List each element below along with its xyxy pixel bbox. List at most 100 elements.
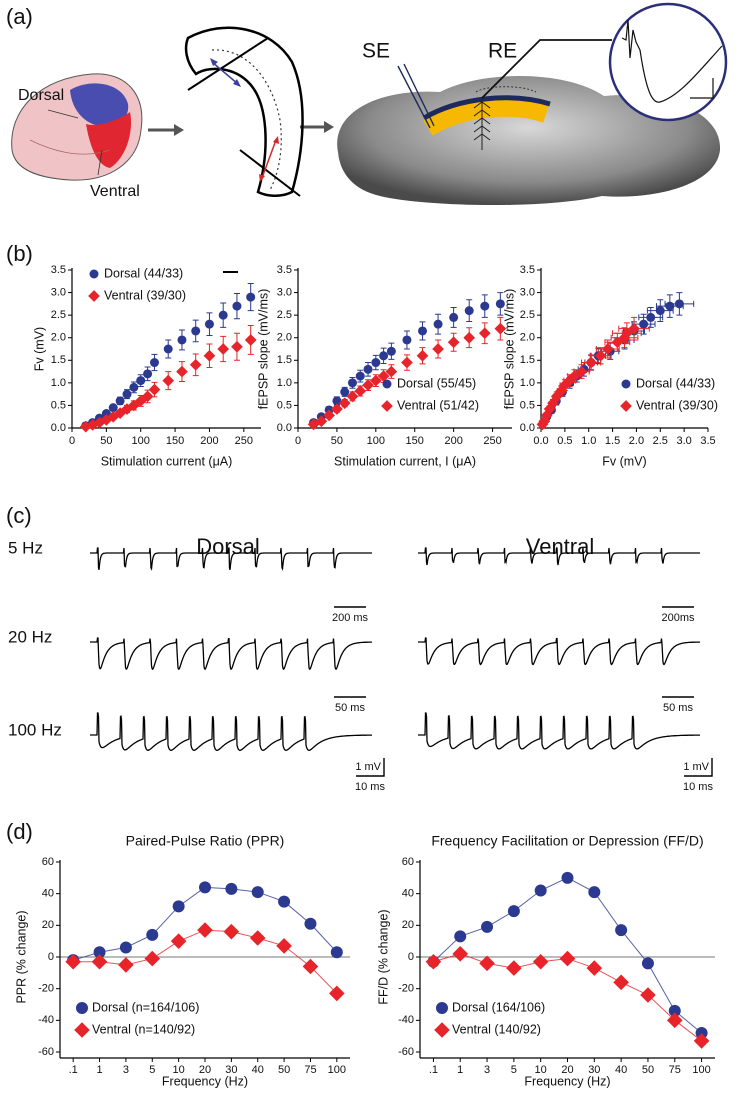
point: [568, 370, 581, 382]
point: [148, 383, 161, 396]
legend-marker: [434, 1022, 450, 1038]
x-tick-label: 3.0: [676, 435, 691, 447]
point: [621, 327, 633, 340]
y-tick-label: 2.5: [51, 309, 66, 321]
x-axis-label: Frequency (Hz): [524, 1074, 610, 1088]
x-tick-label: 3.5: [700, 435, 715, 447]
panel-label: (b): [6, 241, 33, 266]
point: [278, 895, 291, 908]
legend-marker: [89, 269, 99, 279]
point: [575, 365, 588, 378]
x-tick-label: 50: [331, 435, 343, 447]
point: [93, 946, 106, 959]
scale-label: 1 mV: [683, 761, 709, 773]
point: [246, 292, 256, 302]
point: [432, 343, 444, 355]
x-tick-label: 3: [123, 1064, 129, 1076]
trace: [418, 712, 700, 750]
legend-label: Dorsal (164/106): [452, 1000, 545, 1014]
point: [478, 327, 491, 340]
point: [363, 364, 373, 374]
y-tick-label: 0: [408, 951, 414, 963]
x-tick-label: 5: [511, 1064, 517, 1076]
point: [401, 356, 413, 369]
panel-label: (d): [6, 819, 33, 844]
y-axis-label: fEPSP slope (mV/ms): [502, 289, 516, 410]
point: [611, 336, 624, 349]
y-tick-label: 0: [48, 951, 54, 963]
point: [143, 369, 153, 379]
y-tick-label: -20: [398, 983, 414, 995]
x-tick-label: 50: [278, 1064, 290, 1076]
point: [203, 349, 216, 362]
point: [141, 390, 154, 403]
point: [189, 358, 202, 371]
point: [640, 987, 656, 1003]
x-tick-label: 0.5: [557, 435, 572, 447]
point: [641, 957, 654, 970]
point: [129, 382, 139, 392]
point: [507, 905, 520, 918]
point: [559, 950, 576, 967]
trace: [90, 712, 372, 751]
x-tick-label: 30: [588, 1064, 600, 1076]
y-tick-label: -60: [398, 1046, 414, 1058]
x-tick-label: 150: [406, 435, 424, 447]
point: [218, 310, 228, 320]
line: [73, 929, 338, 994]
point: [331, 403, 343, 415]
x-tick-label: 30: [225, 1064, 237, 1076]
y-tick-label: 2.5: [520, 309, 535, 321]
point: [144, 950, 161, 967]
point: [377, 370, 390, 382]
point: [177, 335, 187, 345]
point: [347, 378, 357, 388]
point: [543, 403, 556, 415]
point: [176, 365, 188, 378]
point: [464, 306, 474, 316]
point: [481, 920, 494, 933]
point: [115, 396, 125, 406]
y-tick-label: 60: [402, 856, 414, 868]
arrow: [148, 121, 334, 136]
legend-label: Dorsal (55/45): [397, 376, 476, 390]
point: [91, 953, 108, 970]
scale-bar: [356, 758, 385, 777]
point: [588, 886, 601, 899]
x-tick-label: 75: [669, 1064, 681, 1076]
point: [495, 299, 505, 309]
point: [555, 385, 567, 397]
y-tick-label: 1.0: [277, 377, 292, 389]
row-label: 100 Hz: [8, 720, 62, 739]
legend-marker: [382, 379, 392, 389]
point: [149, 358, 159, 368]
legend-label: Ventral (n=140/92): [92, 1022, 195, 1036]
point: [136, 376, 146, 386]
point: [170, 933, 187, 949]
x-tick-label: 75: [304, 1064, 316, 1076]
point: [433, 319, 443, 329]
point: [163, 344, 173, 354]
point: [674, 299, 684, 309]
point: [197, 922, 213, 938]
electrode-label: SE: [362, 40, 390, 63]
y-tick-label: 1.5: [51, 354, 66, 366]
y-tick-label: 0.0: [51, 422, 66, 434]
point: [665, 301, 675, 311]
point: [613, 974, 629, 991]
scale-label: 200ms: [661, 612, 695, 624]
x-tick-label: 250: [483, 435, 501, 447]
scale-label: 10 ms: [355, 781, 385, 793]
y-tick-label: 20: [42, 919, 54, 931]
point: [386, 346, 396, 356]
legend-marker: [88, 290, 100, 302]
y-axis-label: PPR (% change): [14, 910, 28, 1003]
legend-marker: [381, 400, 393, 412]
point: [601, 343, 614, 355]
electrode-label: RE: [488, 40, 517, 63]
point: [244, 334, 257, 346]
point: [452, 946, 469, 962]
y-tick-label: 2.0: [51, 332, 66, 344]
point: [418, 326, 428, 336]
point: [379, 351, 389, 361]
